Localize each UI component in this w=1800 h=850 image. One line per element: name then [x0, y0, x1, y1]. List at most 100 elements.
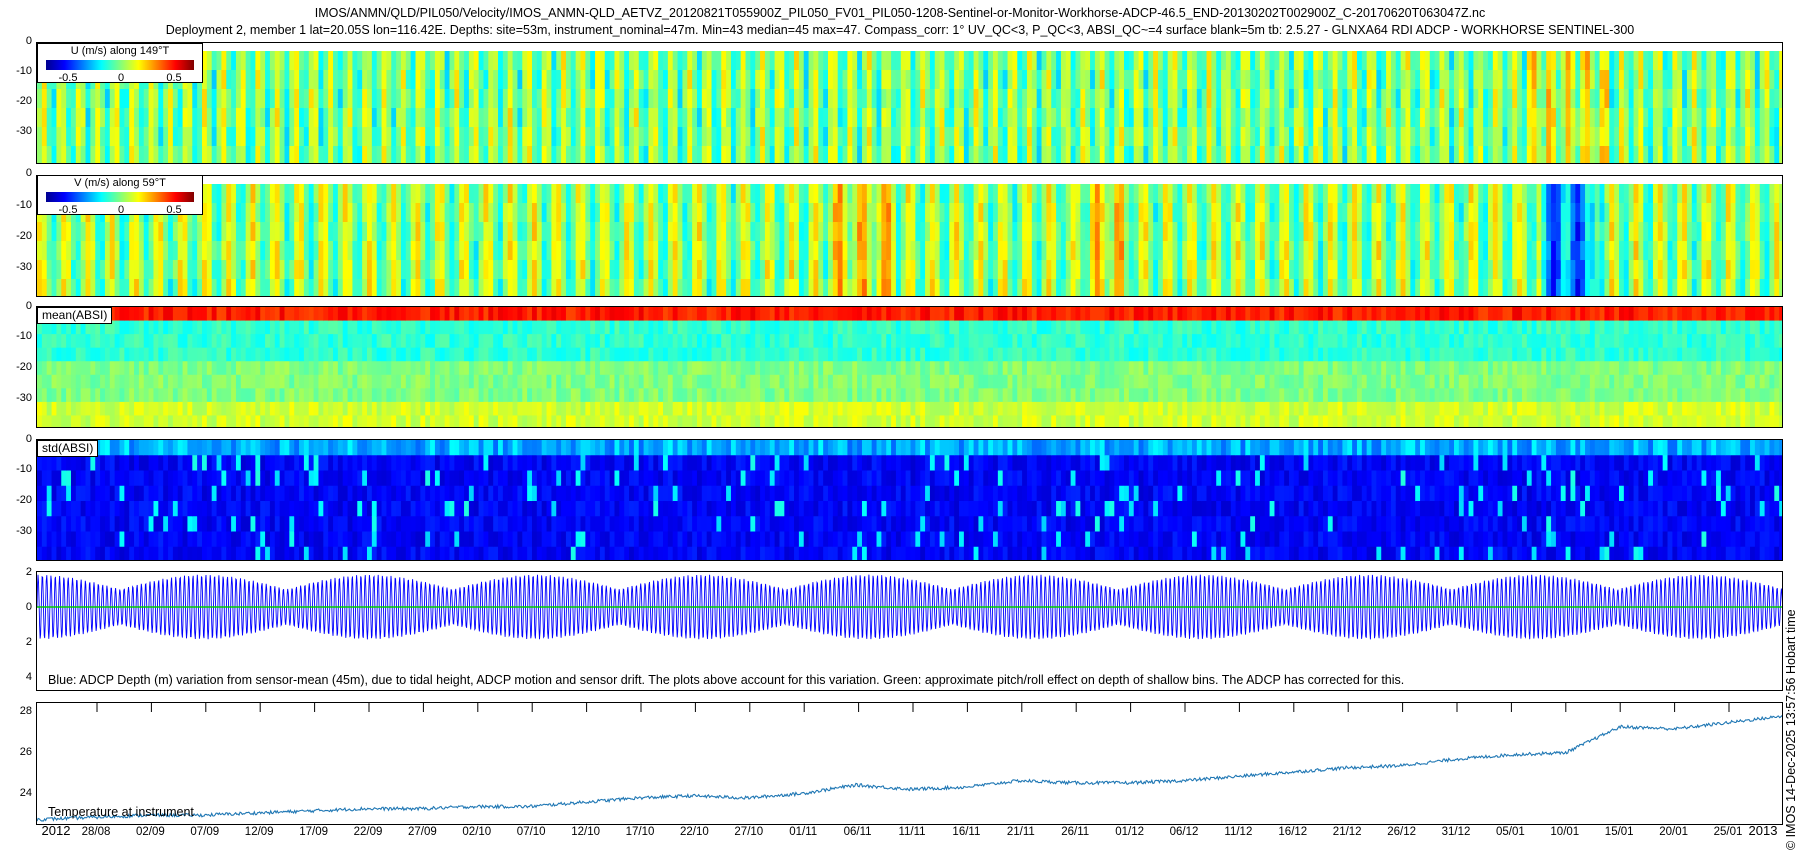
u-velocity-cell	[546, 51, 552, 71]
u-velocity-cell	[240, 108, 247, 128]
mean-absi-cell	[201, 307, 208, 322]
v-velocity-cell	[1070, 184, 1077, 204]
mean-absi-cell	[328, 415, 334, 427]
u-velocity-cell	[585, 70, 591, 90]
u-velocity-cell	[789, 51, 795, 71]
u-velocity-cell	[561, 51, 567, 71]
v-velocity-cell	[371, 241, 378, 261]
v-velocity-cell	[541, 260, 548, 280]
v-velocity-cell	[206, 241, 213, 261]
u-velocity-cell	[454, 70, 460, 90]
v-velocity-cell	[430, 222, 436, 242]
v-velocity-cell	[1560, 222, 1567, 242]
v-velocity-cell	[721, 279, 727, 296]
mean-absi-cell	[328, 334, 334, 349]
v-velocity-cell	[507, 260, 514, 280]
v-velocity-cell	[1099, 260, 1106, 280]
v-velocity-cell	[1691, 203, 1698, 223]
u-velocity-cell	[706, 70, 713, 90]
mean-absi-cell	[75, 388, 82, 403]
v-velocity-cell	[1293, 203, 1300, 223]
u-velocity-cell	[667, 146, 674, 163]
u-velocity-cell	[716, 127, 722, 147]
u-velocity-cell	[614, 70, 620, 90]
v-velocity-cell	[1531, 184, 1538, 204]
u-velocity-cell	[1487, 127, 1494, 147]
v-velocity-cell	[216, 222, 222, 242]
u-velocity-cell	[1473, 70, 1479, 90]
u-velocity-cell	[963, 89, 970, 109]
u-velocity-cell	[740, 127, 747, 147]
v-velocity-cell	[1182, 241, 1188, 261]
v-velocity-cell	[1458, 260, 1465, 280]
u-velocity-cell	[808, 89, 815, 109]
v-velocity-cell	[100, 279, 106, 296]
u-velocity-cell	[852, 127, 858, 147]
v-velocity-cell	[1075, 279, 1081, 296]
v-velocity-cell	[570, 241, 577, 261]
v-velocity-cell	[1745, 222, 1751, 242]
v-velocity-cell	[1468, 222, 1475, 242]
u-velocity-cell	[61, 146, 67, 163]
mean-absi-cell	[90, 374, 96, 389]
u-velocity-cell	[274, 70, 281, 90]
v-velocity-cell	[721, 222, 727, 242]
u-velocity-cell	[1138, 108, 1145, 128]
u-velocity-cell	[1468, 70, 1475, 90]
v-velocity-cell	[861, 260, 868, 280]
v-velocity-cell	[1041, 260, 1047, 280]
v-velocity-cell	[1250, 279, 1256, 296]
u-velocity-cell	[561, 146, 567, 163]
u-velocity-cell	[342, 127, 349, 147]
mean-absi-cell	[129, 307, 135, 322]
u-velocity-cell	[1686, 51, 1693, 71]
v-velocity-cell	[667, 184, 674, 204]
u-ytick-3: -30	[16, 125, 32, 137]
mean-absi-cell	[250, 401, 256, 417]
u-velocity-cell	[881, 146, 887, 163]
u-velocity-cell	[1648, 146, 1654, 163]
u-velocity-cell	[721, 70, 727, 90]
u-velocity-cell	[1051, 70, 1057, 90]
u-velocity-cell	[1439, 51, 1445, 71]
u-velocity-cell	[648, 89, 654, 109]
v-velocity-cell	[1662, 184, 1669, 204]
v-velocity-cell	[1327, 203, 1334, 223]
u-velocity-cell	[1308, 89, 1314, 109]
v-velocity-cell	[658, 260, 664, 280]
v-velocity-cell	[269, 184, 276, 204]
u-velocity-cell	[134, 108, 140, 128]
v-velocity-cell	[1289, 279, 1295, 296]
u-velocity-cell	[1546, 108, 1552, 128]
v-velocity-cell	[1279, 279, 1285, 296]
mean-absi-cell	[371, 347, 378, 362]
v-velocity-cell	[1405, 241, 1411, 261]
u-velocity-cell	[658, 146, 664, 163]
v-velocity-cell	[231, 184, 237, 204]
v-velocity-cell	[701, 279, 708, 296]
v-velocity-cell	[983, 260, 989, 280]
u-velocity-cell	[1725, 108, 1732, 128]
v-velocity-cell	[1289, 241, 1295, 261]
v-velocity-cell	[1381, 241, 1387, 261]
v-velocity-cell	[1565, 241, 1572, 261]
mean-absi-cell	[279, 320, 286, 335]
v-velocity-cell	[934, 184, 941, 204]
v-velocity-cell	[1240, 203, 1246, 223]
u-velocity-cell	[1667, 146, 1673, 163]
v-velocity-cell	[861, 184, 868, 204]
v-velocity-cell	[114, 260, 121, 280]
v-velocity-cell	[396, 203, 402, 223]
u-velocity-cell	[1735, 51, 1741, 71]
u-velocity-cell	[299, 146, 305, 163]
mean-absi-cell	[357, 307, 363, 322]
u-velocity-cell	[716, 108, 722, 128]
v-velocity-cell	[1667, 241, 1673, 261]
v-velocity-cell	[333, 241, 339, 261]
v-velocity-cell	[944, 241, 950, 261]
u-velocity-cell	[168, 146, 174, 163]
v-velocity-cell	[604, 260, 611, 280]
mean-absi-cell	[134, 388, 140, 403]
v-velocity-cell	[405, 260, 412, 280]
v-velocity-cell	[1138, 184, 1145, 204]
